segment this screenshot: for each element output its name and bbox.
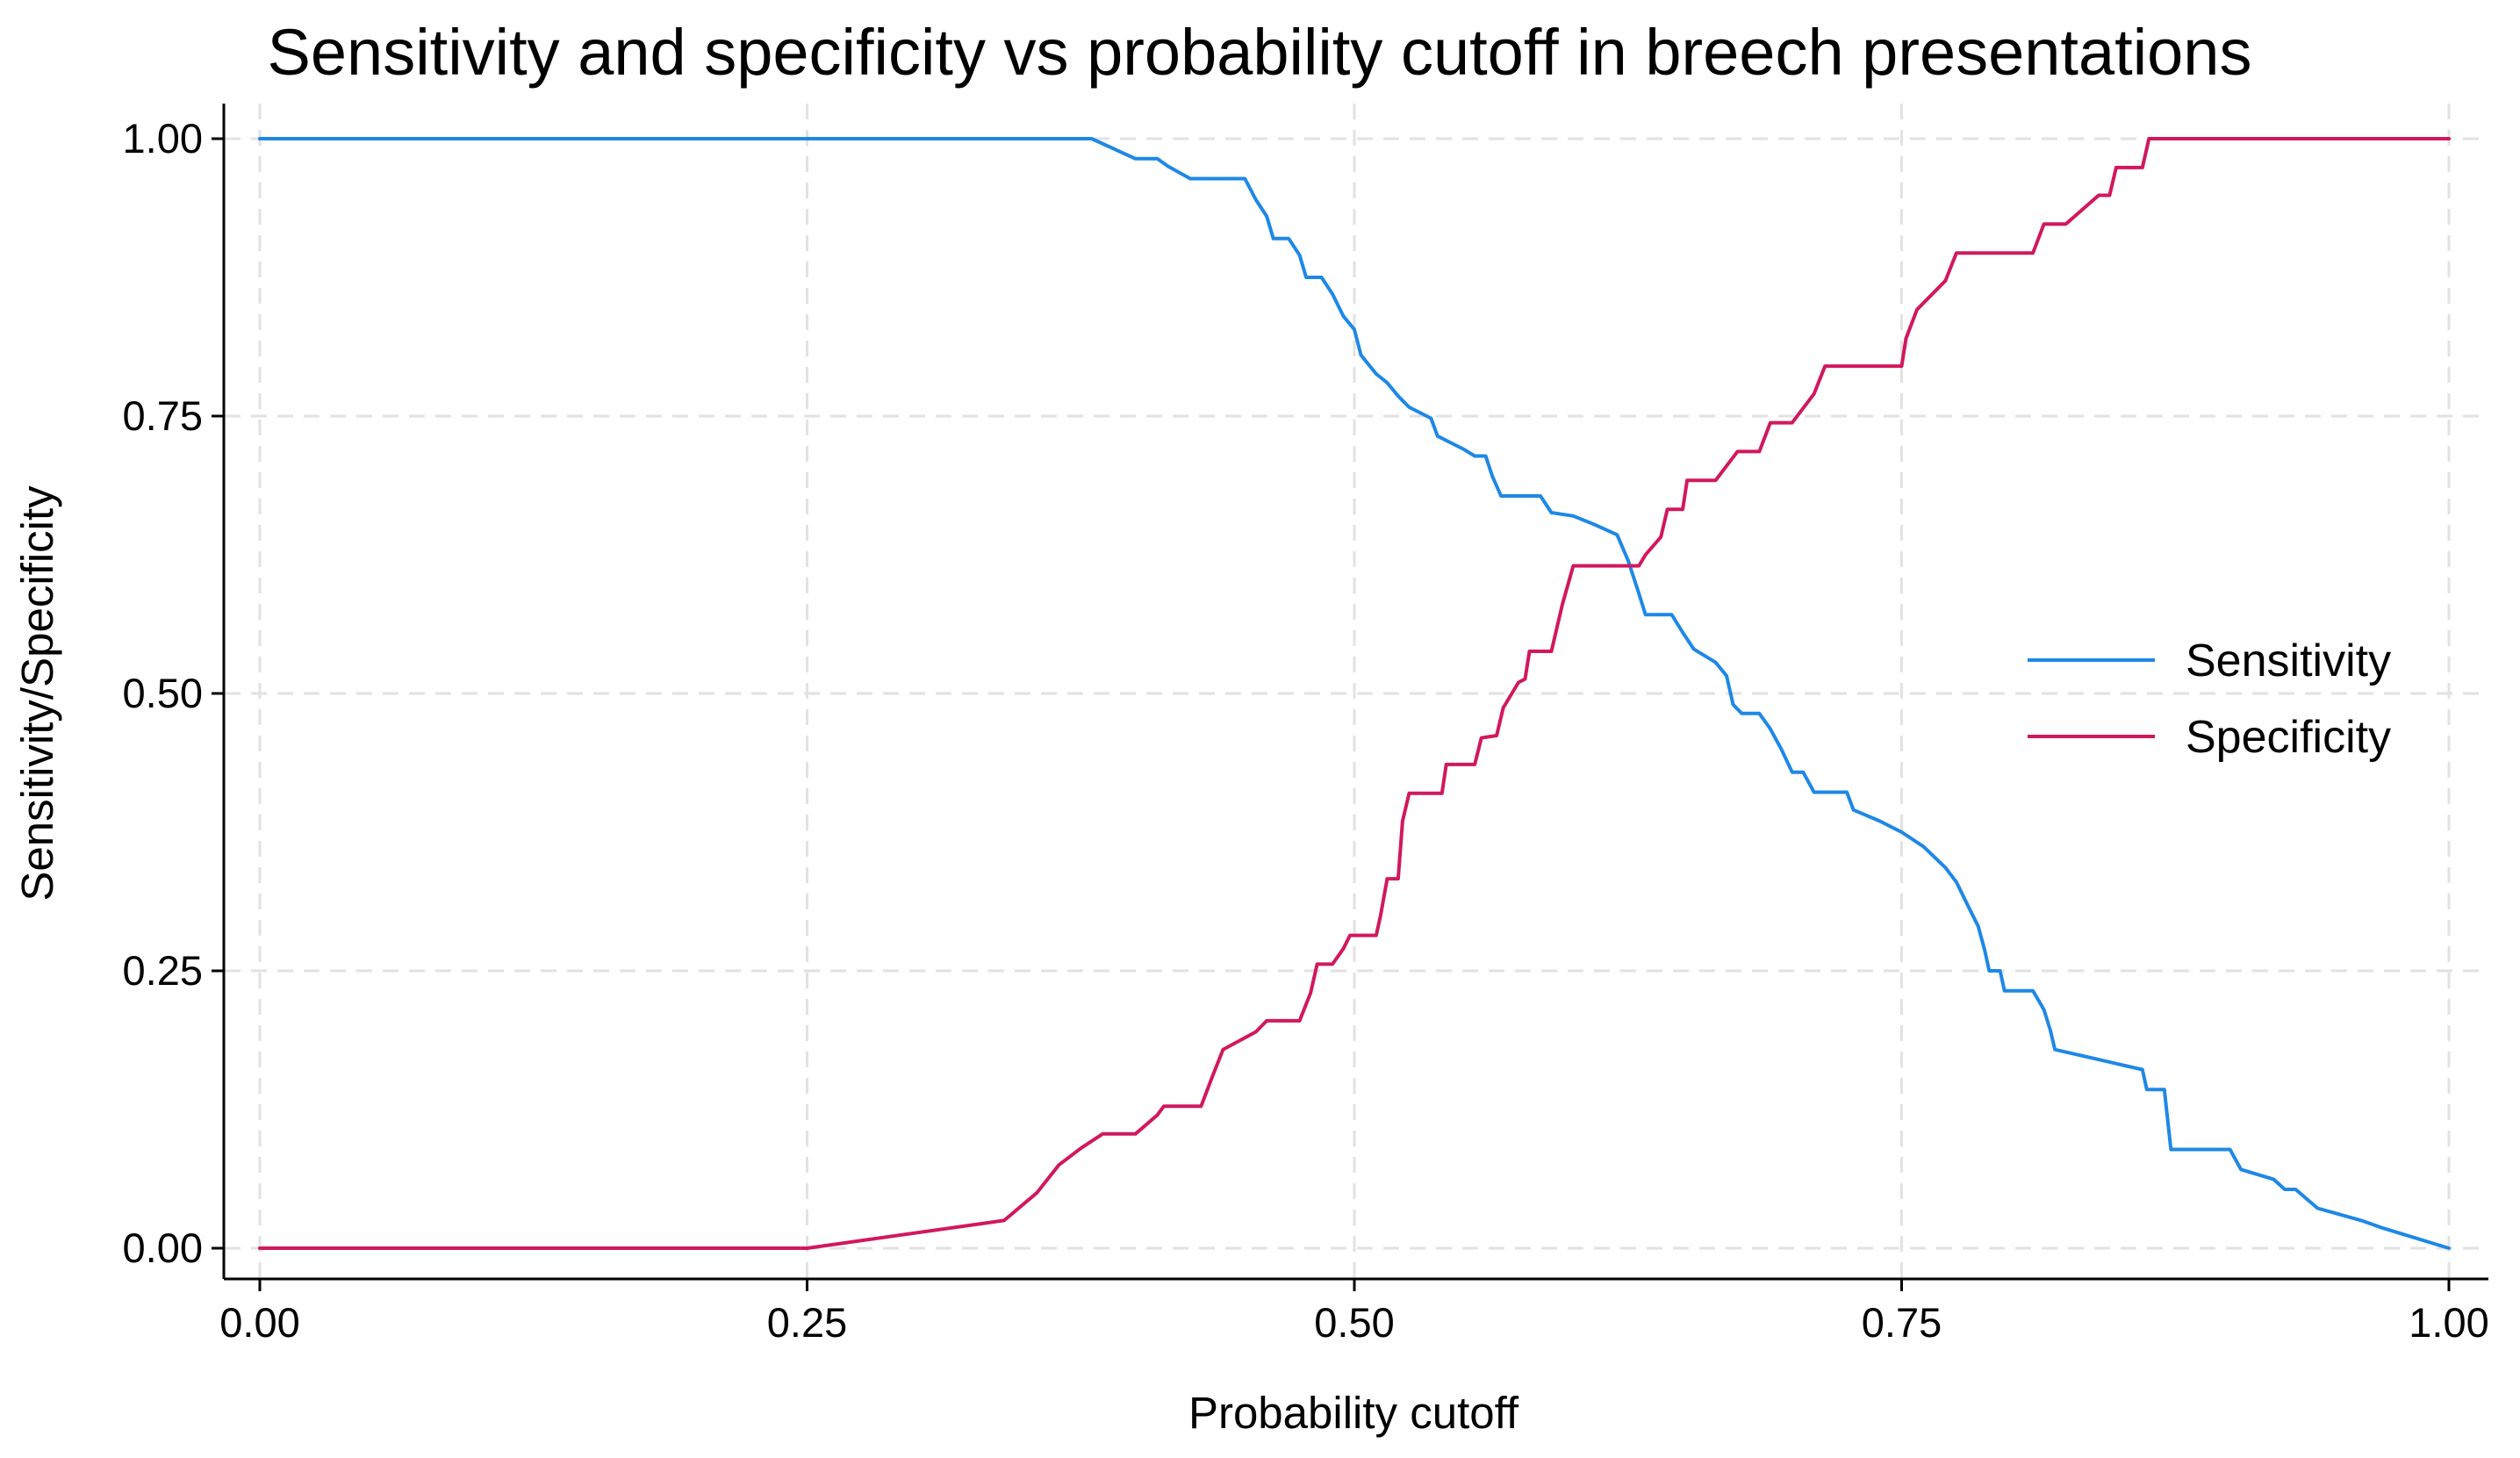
legend: Sensitivity Specificity [2028,636,2391,763]
chart-title: Sensitivity and specificity vs probabili… [268,16,2252,89]
series-line-specificity [258,137,2451,1250]
series-layer [258,137,2451,1250]
x-tick-label: 0.75 [1862,1299,1942,1346]
series-line-sensitivity [258,137,2451,1250]
axes-layer [222,104,2488,1281]
x-tick-label: 1.00 [2409,1299,2488,1346]
y-tick-label: 0.25 [123,947,203,994]
x-tick-label: 0.00 [219,1299,299,1346]
legend-label-sensitivity: Sensitivity [2186,636,2391,686]
y-tick-label: 0.00 [123,1225,203,1271]
ticks-layer: 0.00 0.25 0.50 0.75 1.00 0.00 0.25 0.50 0.75 1.00 [123,115,2489,1346]
y-axis-title: Sensitivity/Specificity [12,485,62,901]
x-tick-label: 0.50 [1314,1299,1394,1346]
grid-layer [225,104,2484,1278]
y-tick-label: 0.75 [123,392,203,439]
y-tick-label: 0.50 [123,670,203,716]
y-tick-label: 1.00 [123,115,203,162]
x-tick-label: 0.25 [767,1299,847,1346]
x-axis-title: Probability cutoff [1188,1388,1519,1438]
legend-label-specificity: Specificity [2186,712,2391,763]
